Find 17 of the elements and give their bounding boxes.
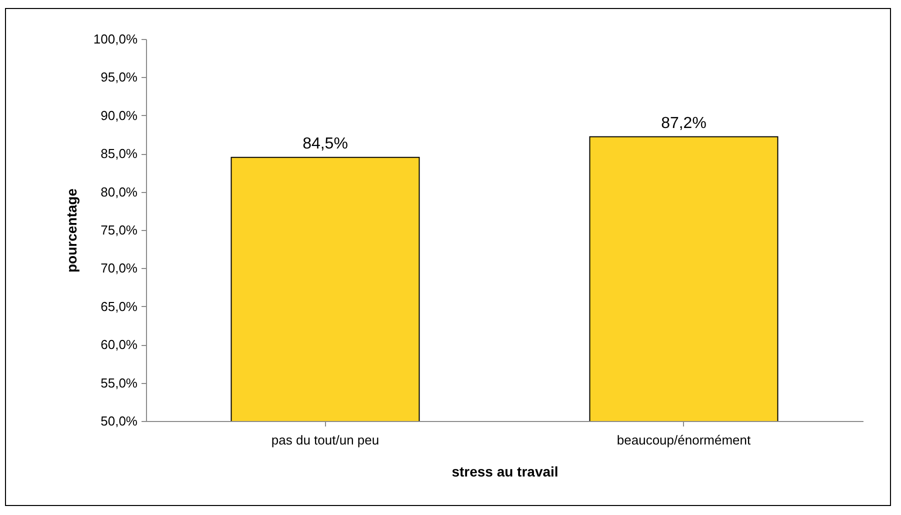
x-axis-title: stress au travail bbox=[452, 464, 558, 480]
y-tick-label: 55,0% bbox=[100, 375, 138, 390]
y-tick-label: 60,0% bbox=[100, 337, 138, 352]
x-tick-label: pas du tout/un peu bbox=[271, 432, 380, 448]
y-tick-label: 70,0% bbox=[100, 260, 138, 276]
y-tick-label: 80,0% bbox=[100, 184, 138, 200]
y-tick-label: 75,0% bbox=[100, 222, 138, 238]
data-label: 87,2% bbox=[661, 114, 706, 132]
y-tick-label: 90,0% bbox=[100, 108, 138, 123]
x-tick-label: beaucoup/énormément bbox=[616, 432, 751, 448]
y-tick-label: 100,0% bbox=[93, 32, 138, 46]
y-axis-title: pourcentage bbox=[63, 188, 80, 273]
y-tick-label: 95,0% bbox=[100, 70, 138, 85]
y-tick-label: 50,0% bbox=[100, 414, 138, 428]
y-tick-label: 65,0% bbox=[100, 298, 138, 314]
data-label: 84,5% bbox=[302, 135, 348, 152]
y-tick-label: 85,0% bbox=[100, 146, 138, 162]
